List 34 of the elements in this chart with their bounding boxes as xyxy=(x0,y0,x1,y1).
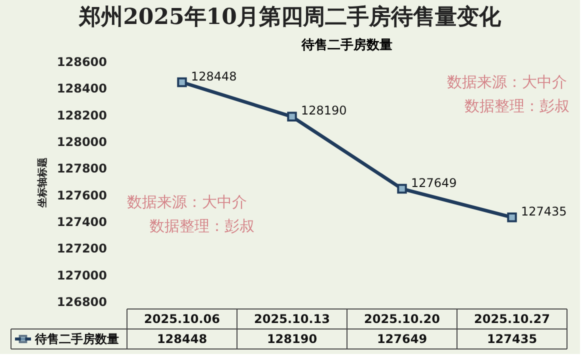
chart-title: 郑州2025年10月第四周二手房待售量变化 xyxy=(78,4,502,30)
annotation: 128448 xyxy=(191,69,237,84)
data-label: 128190 xyxy=(266,332,318,346)
y-tick-label: 128400 xyxy=(56,82,107,96)
x-tick-label: 2025.10.13 xyxy=(254,312,330,326)
annotation: 128190 xyxy=(301,104,347,118)
legend-label: 待售二手房数量 xyxy=(34,332,119,346)
y-tick-label: 127200 xyxy=(56,242,107,256)
point xyxy=(507,212,517,222)
point xyxy=(287,112,297,122)
annotation: 127435 xyxy=(521,204,567,218)
y-tick-label: 128200 xyxy=(56,108,107,122)
y-tick-label: 127800 xyxy=(56,162,107,176)
x-tick-label: 2025.10.27 xyxy=(474,312,550,326)
annotation: 数据整理：彭叔 xyxy=(150,217,254,235)
annotation: 数据整理：彭叔 xyxy=(464,97,570,115)
data-label: 127649 xyxy=(376,332,428,346)
x-tick-label: 2025.10.20 xyxy=(364,312,440,326)
chart-subtitle: 待售二手房数量 xyxy=(300,37,392,53)
y-tick-label: 128000 xyxy=(56,135,107,149)
data-label: 127435 xyxy=(486,332,538,346)
y-tick-label: 127400 xyxy=(56,215,107,229)
y-axis-title: 坐标轴标题 xyxy=(36,158,48,208)
annotation: 数据来源：大中介 xyxy=(127,193,247,211)
point xyxy=(177,77,187,88)
annotation: 数据来源：大中介 xyxy=(447,73,567,91)
y-tick-label: 127000 xyxy=(56,268,107,282)
data-label: 128448 xyxy=(156,332,208,346)
y-tick-label: 128600 xyxy=(56,55,107,69)
x-tick-label: 2025.10.06 xyxy=(144,312,220,326)
y-tick-label: 126800 xyxy=(56,295,107,309)
y-tick-label: 127600 xyxy=(56,188,107,202)
point xyxy=(397,184,407,194)
annotation: 127649 xyxy=(411,176,457,190)
